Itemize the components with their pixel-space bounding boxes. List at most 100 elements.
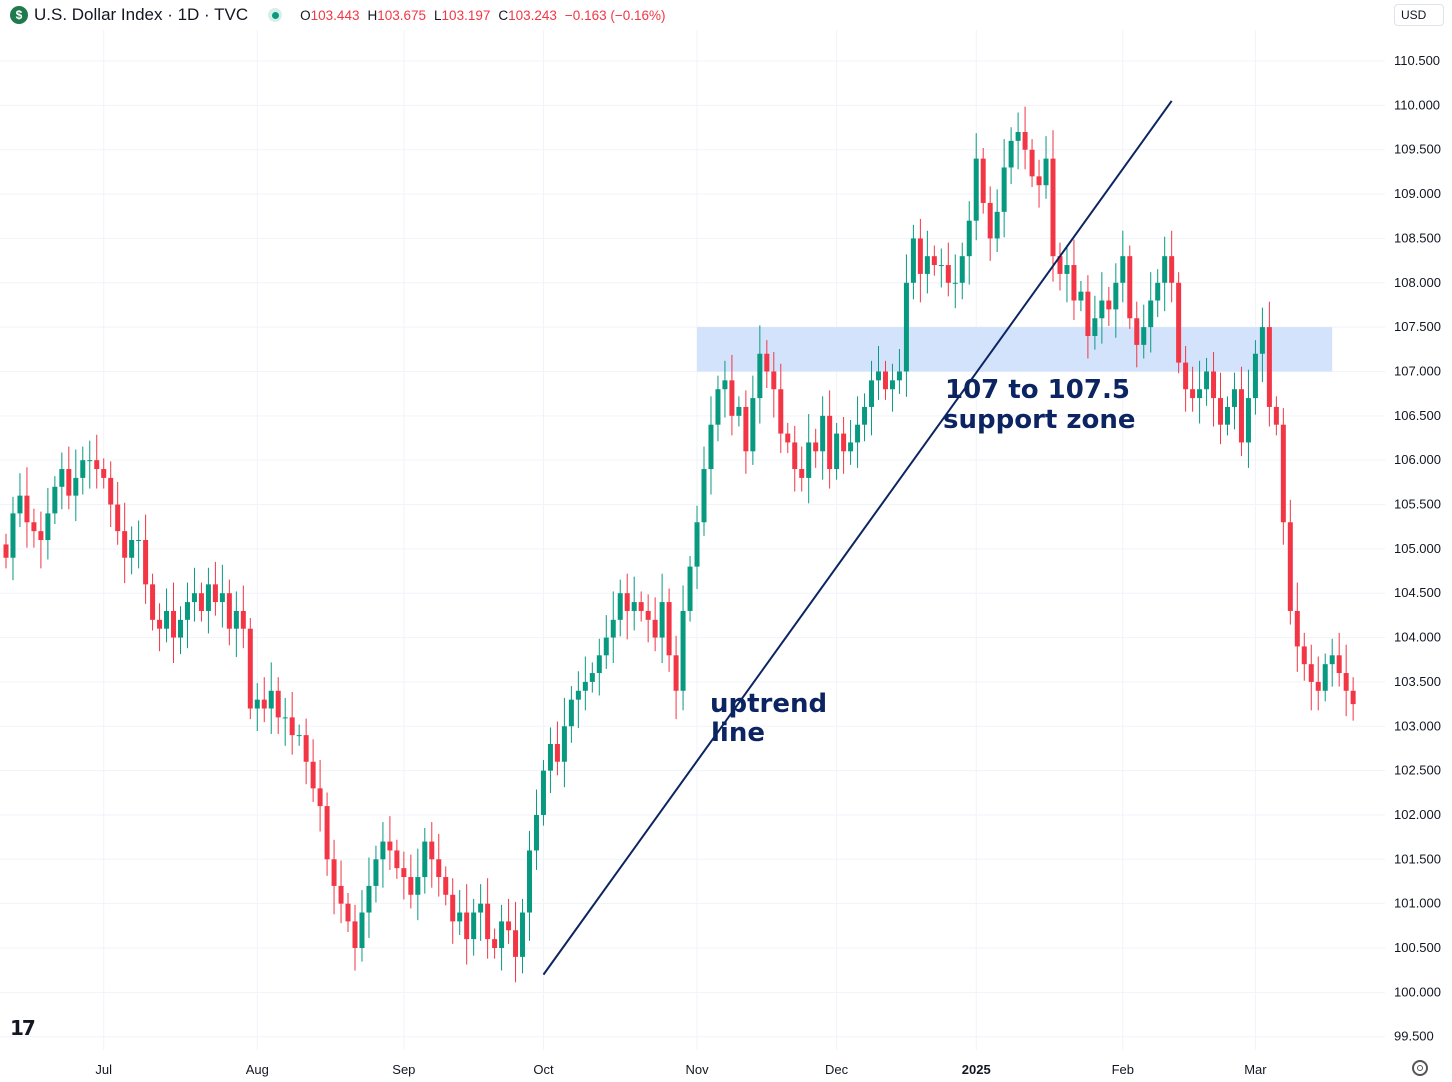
candle-up (855, 424, 861, 443)
candle-up (17, 495, 23, 514)
price-tick-label: 103.500 (1394, 674, 1441, 689)
candle-up (87, 460, 93, 462)
candle-up (1245, 398, 1251, 443)
candle-down (1085, 291, 1091, 336)
price-tick-label: 110.000 (1394, 97, 1440, 112)
close-value: 103.243 (508, 7, 557, 23)
candle-up (254, 699, 260, 709)
candle-up (499, 921, 505, 948)
candle-up (561, 726, 567, 762)
candle-up (178, 619, 183, 638)
candle-up (1329, 655, 1335, 665)
price-tick-label: 102.500 (1394, 763, 1441, 778)
candle-down (624, 593, 630, 611)
candle-down (771, 371, 777, 390)
tradingview-logo-icon[interactable]: 17 (10, 1016, 36, 1040)
candle-down (345, 903, 351, 922)
candle-up (520, 912, 526, 957)
candle-down (464, 912, 470, 940)
candle-down (1211, 371, 1217, 399)
candle-down (108, 477, 114, 505)
price-tick-label: 101.500 (1394, 851, 1441, 866)
candle-down (729, 380, 735, 416)
candle-down (1169, 256, 1175, 283)
candle-down (429, 841, 435, 860)
candle-down (1029, 149, 1035, 177)
candle-down (778, 389, 784, 434)
candle-up (582, 681, 588, 691)
candle-down (1301, 646, 1307, 665)
candle-up (533, 814, 539, 851)
price-tick-label: 104.500 (1394, 585, 1441, 600)
candle-down (492, 939, 498, 948)
candle-up (757, 353, 763, 399)
candle-up (820, 415, 826, 452)
candle-up (617, 593, 623, 620)
candle-up (1043, 158, 1049, 186)
candle-down (785, 433, 791, 443)
support-zone-label-line2: support zone (943, 405, 1136, 435)
candle-up (924, 256, 930, 274)
candle-up (1064, 265, 1070, 274)
candle-up (575, 690, 581, 700)
candle-up (1092, 318, 1098, 336)
candle-down (1343, 673, 1349, 691)
price-tick-label: 106.000 (1394, 452, 1441, 467)
candle-down (666, 602, 672, 656)
candle-up (973, 158, 979, 221)
candle-up (1001, 167, 1007, 212)
open-value: 103.443 (310, 7, 360, 23)
time-tick-label: Aug (246, 1062, 269, 1077)
candle-down (352, 921, 358, 948)
candle-down (987, 202, 993, 239)
candle-up (722, 380, 728, 390)
candle-down (303, 735, 309, 762)
candle-down (394, 850, 400, 869)
market-status-icon[interactable] (268, 8, 283, 22)
candle-up (994, 211, 1000, 239)
candle-up (296, 735, 302, 737)
settings-icon[interactable] (1412, 1060, 1428, 1076)
candle-down (1266, 327, 1272, 407)
candle-down (1106, 300, 1112, 310)
candle-down (673, 655, 679, 691)
currency-selector[interactable]: USD (1394, 4, 1444, 26)
price-tick-label: 100.000 (1394, 984, 1441, 999)
candle-up (268, 690, 274, 709)
candle-up (959, 256, 965, 283)
candle-down (289, 717, 295, 736)
dollar-symbol-icon: $ (10, 6, 28, 24)
candle-up (415, 877, 421, 895)
candle-down (275, 690, 281, 718)
candle-up (282, 717, 288, 719)
candle-down (1273, 406, 1279, 425)
candle-down (66, 469, 72, 496)
symbol-title[interactable]: U.S. Dollar Index · 1D · TVC (34, 5, 249, 24)
candle-up (834, 433, 840, 470)
candle-up (527, 850, 532, 913)
candle-up (366, 885, 372, 913)
candle-down (506, 921, 512, 931)
candle-up (547, 744, 553, 771)
candle-down (1280, 424, 1286, 523)
candle-down (226, 593, 232, 629)
candle-down (882, 371, 888, 390)
time-tick-label: Feb (1112, 1062, 1134, 1077)
change-value: −0.163 (−0.16%) (564, 7, 666, 23)
candle-up (1225, 406, 1230, 425)
candle-down (331, 859, 337, 886)
candle-up (129, 540, 135, 558)
time-tick-label: Sep (392, 1062, 415, 1077)
candle-up (1197, 389, 1203, 399)
candle-down (1183, 362, 1189, 390)
candle-up (1008, 140, 1014, 168)
candle-down (240, 610, 246, 629)
candle-up (422, 841, 428, 878)
candle-down (1022, 132, 1028, 150)
time-tick-label: Nov (685, 1062, 709, 1077)
candle-down (554, 744, 560, 762)
candle-down (1176, 282, 1182, 363)
candle-down (792, 442, 798, 470)
candle-down (450, 894, 456, 922)
